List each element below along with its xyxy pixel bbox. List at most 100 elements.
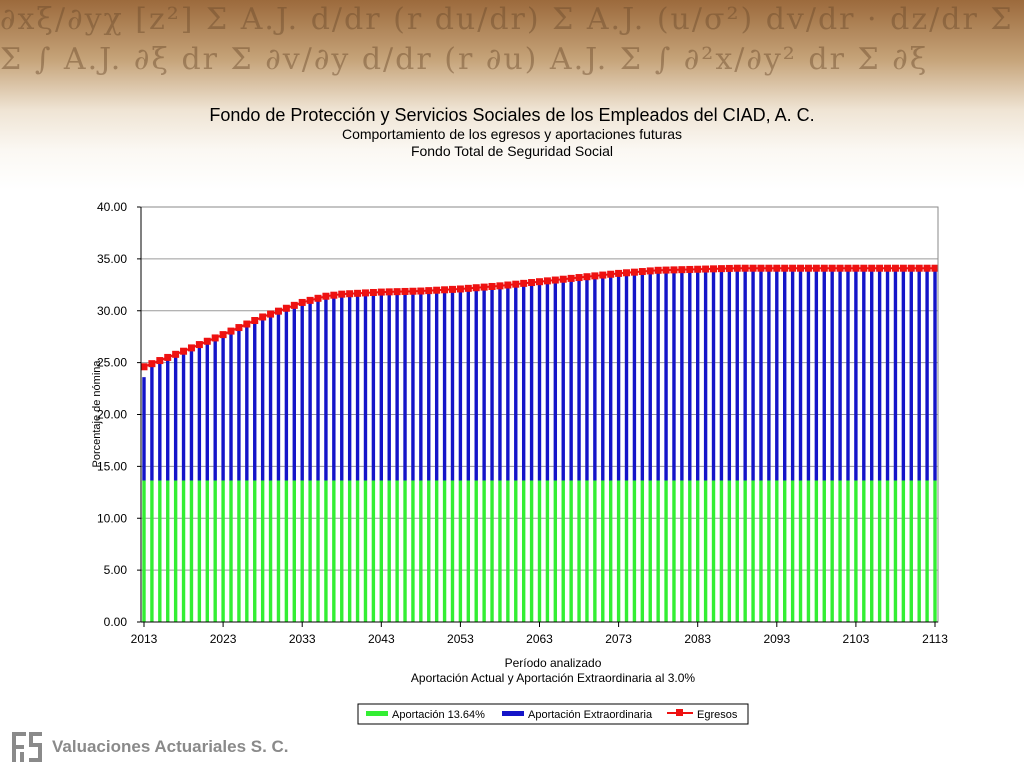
bar-aportacion-extraordinaria [395, 291, 399, 481]
bar-aportacion-extraordinaria [482, 287, 486, 481]
egresos-marker [615, 269, 623, 277]
egresos-marker [694, 265, 702, 273]
bar-aportacion-actual [237, 480, 241, 622]
x-tick-label: 2073 [605, 632, 632, 646]
bar-aportacion-extraordinaria [340, 294, 344, 481]
egresos-marker [804, 264, 812, 272]
egresos-marker [417, 287, 425, 295]
egresos-marker [448, 285, 456, 293]
egresos-marker [172, 350, 180, 358]
bar-aportacion-extraordinaria [229, 331, 233, 481]
bar-aportacion-actual [355, 480, 360, 622]
bar-aportacion-actual [688, 480, 692, 622]
bar-aportacion-actual [545, 480, 550, 622]
series-aportacion-actual [142, 480, 937, 622]
bar-aportacion-actual [466, 480, 471, 622]
bar-aportacion-actual [585, 480, 589, 622]
bar-aportacion-extraordinaria [727, 268, 732, 481]
bar-aportacion-actual [925, 480, 929, 622]
bar-aportacion-actual [814, 480, 819, 622]
bar-aportacion-extraordinaria [434, 290, 439, 481]
bar-aportacion-actual [427, 480, 431, 622]
bar-aportacion-actual [656, 480, 660, 622]
series-aportacion-extraordinaria [142, 268, 937, 481]
bar-aportacion-extraordinaria [197, 344, 202, 481]
bar-aportacion-extraordinaria [490, 286, 494, 481]
bar-aportacion-actual [450, 480, 455, 622]
egresos-marker [203, 337, 211, 345]
egresos-marker [686, 265, 694, 273]
bar-aportacion-actual [142, 480, 146, 622]
egresos-marker [195, 341, 203, 349]
bar-aportacion-actual [624, 480, 629, 622]
egresos-marker [330, 291, 338, 299]
y-tick-label: 35.00 [97, 252, 127, 266]
egresos-marker [733, 264, 741, 272]
bar-aportacion-extraordinaria [189, 347, 194, 481]
egresos-marker [298, 298, 306, 306]
bar-aportacion-actual [719, 480, 724, 622]
bar-aportacion-extraordinaria [806, 268, 811, 481]
egresos-marker [765, 264, 773, 272]
egresos-marker [725, 264, 733, 272]
bar-aportacion-actual [529, 480, 534, 622]
bar-aportacion-actual [885, 480, 890, 622]
bar-aportacion-extraordinaria [885, 268, 890, 481]
bar-aportacion-actual [696, 480, 700, 622]
formula-background-image: ∂xξ/∂yχ [z²] Σ A.J. d/dr (r du/dr) Σ A.J… [0, 2, 1024, 77]
y-tick-label: 0.00 [104, 615, 128, 629]
legend-marker-egresos [676, 709, 683, 716]
egresos-marker [591, 272, 599, 280]
egresos-marker [654, 266, 662, 274]
egresos-marker [306, 296, 314, 304]
bar-aportacion-actual [830, 480, 834, 622]
x-axis-label-2: Aportación Actual y Aportación Extraordi… [411, 671, 695, 685]
legend-swatch-aportacion-extraordinaria [502, 711, 524, 716]
bar-aportacion-extraordinaria [767, 268, 771, 481]
bar-aportacion-extraordinaria [901, 268, 906, 481]
bar-aportacion-actual [601, 480, 605, 622]
bar-aportacion-extraordinaria [466, 288, 471, 481]
bar-aportacion-actual [846, 480, 850, 622]
x-axis-tick-labels: 2013 2023 2033 2043 2053 2063 2073 2083 2093 2103… [131, 632, 949, 646]
bar-aportacion-actual [150, 480, 154, 622]
egresos-marker [235, 324, 243, 332]
egresos-marker [646, 267, 654, 275]
bar-aportacion-extraordinaria [411, 291, 415, 481]
bar-aportacion-extraordinaria [498, 285, 502, 481]
legend: Aportación 13.64% Aportación Extraordina… [357, 703, 749, 725]
bar-aportacion-extraordinaria [514, 284, 518, 481]
bar-aportacion-extraordinaria [925, 268, 929, 481]
bar-aportacion-actual [166, 480, 170, 622]
bar-aportacion-extraordinaria [616, 273, 621, 481]
bar-aportacion-actual [173, 480, 178, 622]
egresos-marker [472, 284, 480, 292]
egresos-marker [773, 264, 781, 272]
bar-aportacion-actual [743, 480, 747, 622]
bar-aportacion-extraordinaria [379, 292, 383, 481]
bar-aportacion-extraordinaria [846, 268, 850, 481]
bar-aportacion-extraordinaria [308, 300, 312, 481]
bar-aportacion-actual [411, 480, 415, 622]
bar-aportacion-extraordinaria [838, 268, 842, 481]
bar-aportacion-extraordinaria [862, 268, 866, 481]
bar-aportacion-extraordinaria [798, 268, 803, 481]
bar-aportacion-extraordinaria [442, 289, 447, 481]
bar-aportacion-extraordinaria [672, 269, 676, 481]
bar-aportacion-actual [711, 480, 716, 622]
bar-aportacion-actual [854, 480, 858, 622]
bar-aportacion-extraordinaria [553, 280, 558, 481]
bar-aportacion-actual [197, 480, 202, 622]
bar-aportacion-actual [514, 480, 518, 622]
egresos-marker [456, 285, 464, 293]
egresos-marker [338, 290, 346, 298]
egresos-marker [322, 292, 330, 300]
bar-aportacion-actual [593, 480, 597, 622]
bar-aportacion-actual [870, 480, 874, 622]
y-tick-label: 5.00 [104, 563, 128, 577]
bar-aportacion-extraordinaria [253, 320, 257, 481]
egresos-marker [915, 264, 923, 272]
bar-aportacion-extraordinaria [355, 293, 360, 481]
egresos-marker [393, 288, 401, 296]
legend-label-aportacion-actual: Aportación 13.64% [392, 709, 485, 721]
